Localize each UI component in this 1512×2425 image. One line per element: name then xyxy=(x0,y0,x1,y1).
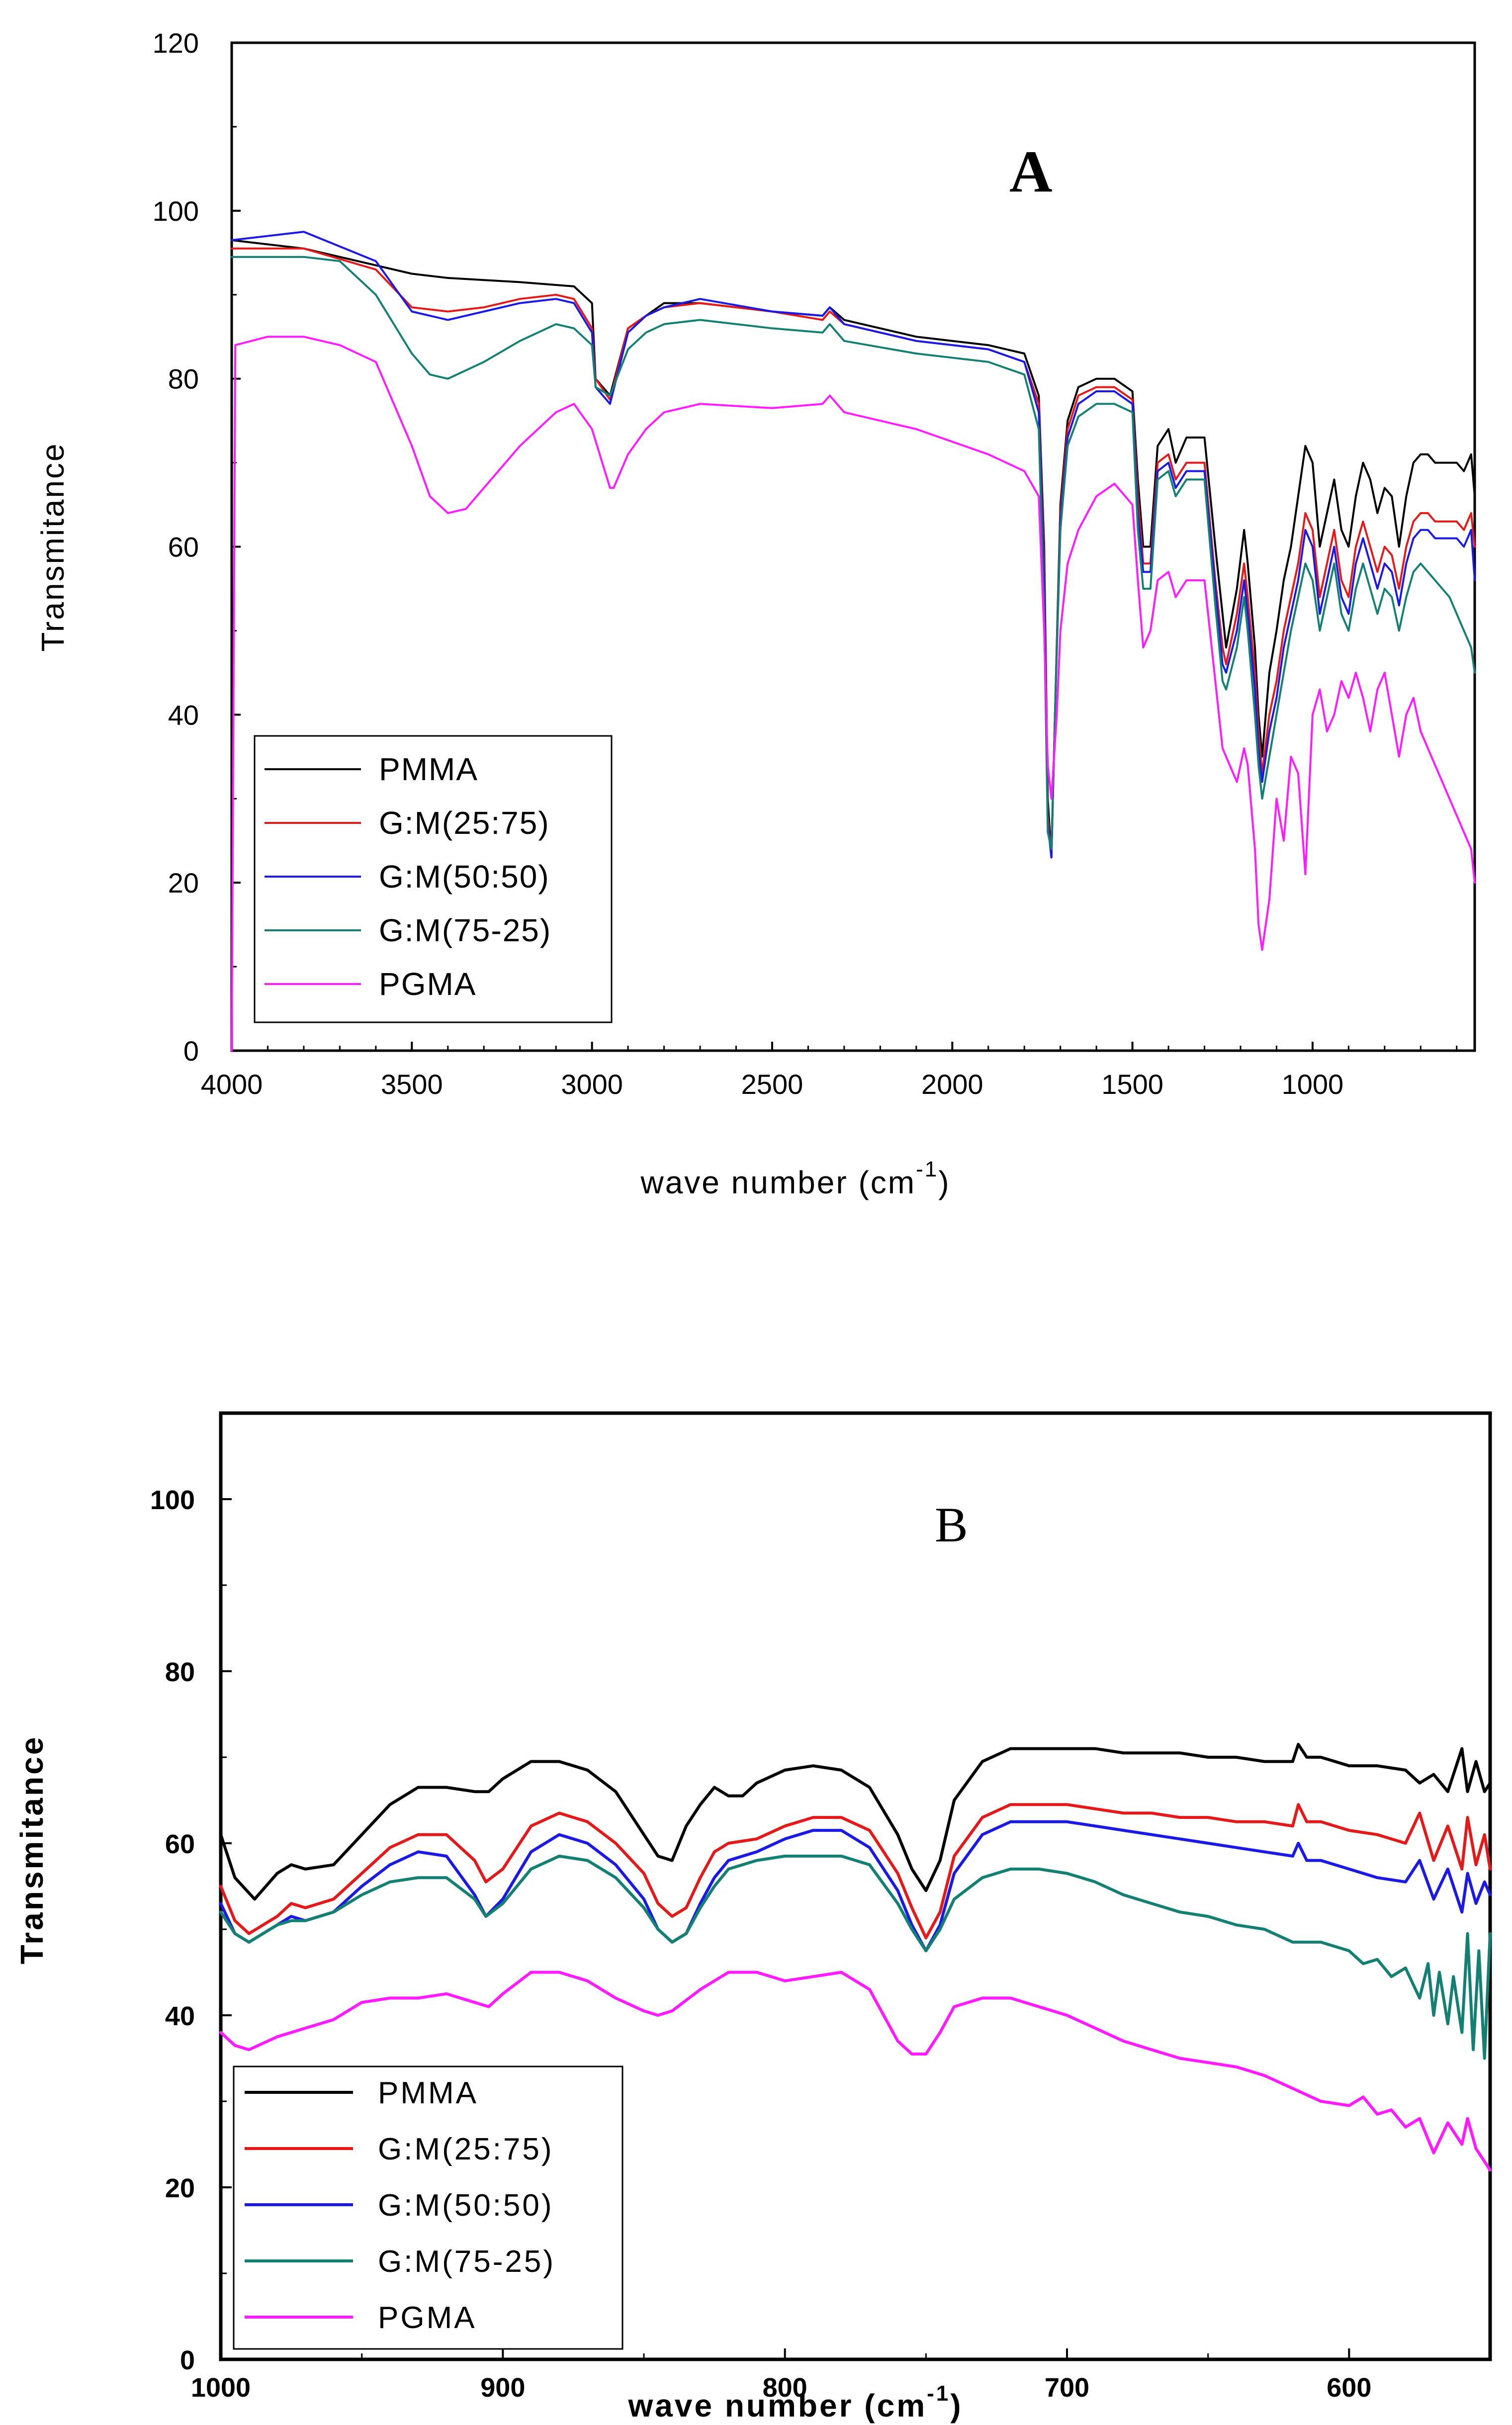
chart-a-y-axis-title: Transmitance xyxy=(35,442,71,651)
chart-b-legend-label: G:M(50:50) xyxy=(378,2188,554,2223)
chart-a-x-tick-label: 2500 xyxy=(741,1069,803,1100)
chart-b-x-tick-label: 800 xyxy=(763,2373,807,2403)
chart-a-legend-label: G:M(75-25) xyxy=(379,912,551,948)
chart-b-series-g-m-50-50 xyxy=(219,1820,1492,1953)
chart-b-legend-label: G:M(25:75) xyxy=(378,2132,554,2166)
chart-a-legend-box xyxy=(254,735,613,1023)
chart-a-y-tick-label: 0 xyxy=(183,1035,199,1067)
chart-b-series-pgma xyxy=(219,1971,1492,2172)
chart-b: 1000 900 800 700 600 0 20 40 60 80 100 B wave numb… xyxy=(14,1411,1492,2424)
chart-a-y-tick-label: 80 xyxy=(168,363,199,395)
chart-a-y-tick-label: 60 xyxy=(168,532,199,563)
chart-b-y-tick-label: 80 xyxy=(165,1657,195,1687)
chart-b-y-tick-label: 100 xyxy=(150,1485,195,1515)
chart-b-x-axis-title: wave number (cm-1) xyxy=(627,2381,963,2424)
chart-b-x-tick-label: 600 xyxy=(1327,2373,1371,2403)
chart-b-series-g-m-25-75 xyxy=(219,1803,1492,1940)
chart-b-legend-label: G:M(75-25) xyxy=(378,2245,555,2279)
chart-b-y-tick-label: 40 xyxy=(165,2001,195,2031)
chart-a-y-tick-label: 40 xyxy=(168,699,199,730)
chart-b-series-pmma xyxy=(219,1743,1492,1901)
chart-a-x-axis-title: wave number (cm-1) xyxy=(640,1157,950,1200)
chart-b-ticks: 1000 900 800 700 600 0 20 40 60 80 100 xyxy=(150,1412,1491,2403)
chart-b-panel-label: B xyxy=(935,1497,968,1552)
chart-a: 4000 3500 3000 2500 2000 1500 1000 0 20 40 60 80 100… xyxy=(35,27,1476,1200)
chart-a-legend-label: G:M(25:75) xyxy=(379,805,550,841)
chart-a-series xyxy=(231,231,1476,1052)
chart-a-panel-label: A xyxy=(1009,138,1053,204)
chart-a-x-tick-label: 2000 xyxy=(921,1069,983,1100)
chart-a-legend-label: G:M(50:50) xyxy=(379,859,550,895)
chart-b-legend: PMMA G:M(25:75) G:M(50:50) G:M(75-25) PGMA xyxy=(233,2066,623,2350)
chart-a-x-tick-label: 1500 xyxy=(1101,1069,1163,1100)
chart-a-series-g-m-75-25 xyxy=(231,256,1476,850)
chart-b-x-tick-label: 700 xyxy=(1045,2373,1089,2403)
chart-a-legend-label: PMMA xyxy=(379,751,478,787)
chart-b-legend-box xyxy=(233,2066,623,2350)
chart-b-y-tick-label: 20 xyxy=(165,2173,195,2203)
chart-a-legend: PMMA G:M(25:75) G:M(50:50) G:M(75-25) PGMA xyxy=(254,735,613,1023)
chart-b-x-tick-label: 900 xyxy=(480,2373,525,2403)
chart-a-series-pgma xyxy=(231,336,1476,1052)
chart-a-y-tick-label: 100 xyxy=(153,195,199,227)
chart-a-x-tick-label: 3500 xyxy=(381,1069,443,1100)
chart-a-y-tick-label: 20 xyxy=(168,867,199,898)
chart-b-y-axis-title: Transmitance xyxy=(14,1735,50,1965)
chart-b-legend-label: PGMA xyxy=(378,2301,477,2335)
chart-a-x-tick-label: 3000 xyxy=(561,1069,623,1100)
chart-a-series-g-m-50-50 xyxy=(231,231,1476,859)
chart-a-legend-label: PGMA xyxy=(379,966,476,1002)
chart-b-series xyxy=(219,1743,1492,2172)
chart-a-x-tick-label: 4000 xyxy=(201,1069,263,1100)
chart-a-y-tick-label: 120 xyxy=(153,27,199,59)
chart-b-series-g-m-75-25 xyxy=(219,1854,1492,2060)
chart-a-ticks: 4000 3500 3000 2500 2000 1500 1000 0 20 40 60 80 100… xyxy=(153,27,1458,1100)
chart-b-y-tick-label: 60 xyxy=(165,1829,195,1859)
chart-b-legend-label: PMMA xyxy=(378,2076,478,2110)
chart-b-y-tick-label: 0 xyxy=(180,2345,195,2375)
chart-b-x-tick-label: 1000 xyxy=(191,2373,251,2403)
chart-a-x-tick-label: 1000 xyxy=(1282,1069,1344,1100)
